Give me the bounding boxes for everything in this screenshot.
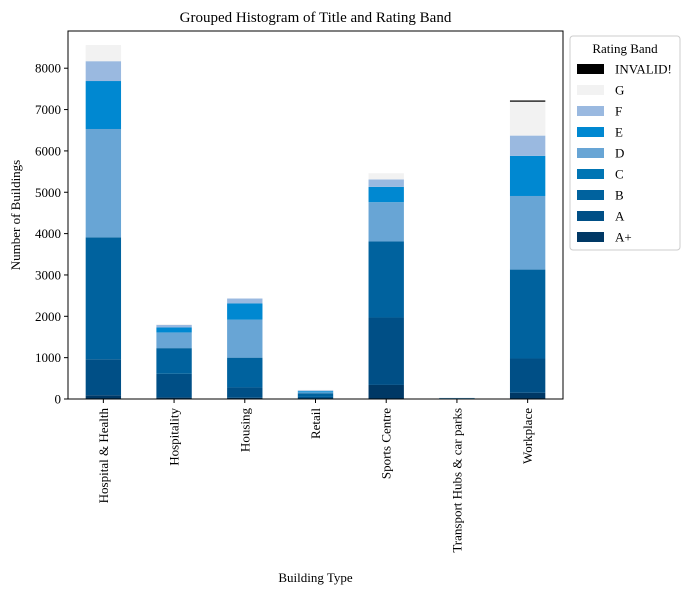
bar-segment: [156, 324, 192, 328]
bar-segment: [368, 241, 404, 318]
bar-segment: [368, 202, 404, 242]
x-axis: Hospital & Health Hospitality Housing Retai…: [96, 399, 535, 553]
y-tick-label: 8000: [35, 61, 61, 76]
bar-segment: [85, 129, 122, 238]
bar-segment: [227, 319, 263, 358]
bar-segment: [509, 358, 546, 393]
bar-segment: [297, 396, 334, 399]
legend-entry-label: A+: [615, 230, 632, 245]
bar-segment: [368, 384, 404, 399]
y-tick-label: 6000: [35, 143, 61, 158]
legend-swatch: [577, 127, 604, 137]
legend-entry-label: B: [615, 188, 624, 203]
bar-segment: [509, 392, 546, 399]
chart-title: Grouped Histogram of Title and Rating Ba…: [180, 10, 452, 26]
legend-entry-label: D: [615, 146, 624, 161]
x-tick-label: Hospitality: [167, 408, 182, 466]
bar-segment: [509, 135, 546, 156]
x-tick-label: Retail: [308, 408, 323, 439]
y-tick-label: 1000: [35, 350, 61, 365]
legend-entry-label: INVALID!: [615, 62, 672, 77]
bar-segment: [227, 387, 263, 398]
legend-swatch: [577, 190, 604, 200]
bar-segment: [227, 298, 263, 304]
y-tick-label: 4000: [35, 226, 61, 241]
bar-segment: [85, 61, 122, 82]
y-tick-label: 2000: [35, 309, 61, 324]
bar-segment: [297, 393, 334, 397]
bar-segment: [156, 397, 192, 399]
legend-swatch: [577, 148, 604, 158]
y-tick-label: 0: [55, 392, 62, 407]
bar-segment: [227, 397, 263, 399]
y-tick-label: 5000: [35, 185, 61, 200]
x-tick-label: Transport Hubs & car parks: [449, 408, 464, 553]
bar-segment: [297, 391, 334, 393]
y-axis: 0 1000 2000 3000 4000 5000 6000 7000 8000: [35, 61, 68, 407]
legend-swatch: [577, 211, 604, 221]
legend-entry-label: F: [615, 104, 622, 119]
legend-entry-label: C: [615, 167, 624, 182]
bar-segment: [156, 332, 192, 349]
x-tick-label: Housing: [237, 408, 252, 453]
legend-swatch: [577, 85, 604, 95]
legend-title: Rating Band: [592, 41, 658, 56]
legend-entry-label: E: [615, 125, 623, 140]
bar-segment: [509, 155, 546, 196]
x-tick-label: Sports Centre: [379, 408, 394, 479]
x-tick-label: Hospital & Health: [96, 408, 111, 504]
legend-swatch: [577, 106, 604, 116]
x-axis-label: Building Type: [278, 570, 353, 585]
bar-segment: [368, 179, 404, 187]
bar-segment: [85, 359, 122, 396]
bar-segment: [85, 45, 122, 62]
bar-segment: [227, 303, 263, 320]
bar-segment: [227, 357, 263, 388]
bar-segment: [297, 392, 334, 394]
bar-segment: [509, 101, 546, 136]
bar-segment: [368, 317, 404, 385]
bar-segment: [368, 186, 404, 203]
legend-entry-label: G: [615, 83, 624, 98]
bar-segment: [509, 269, 546, 359]
y-tick-label: 7000: [35, 102, 61, 117]
bar-segment: [156, 327, 192, 333]
bar-segment: [509, 100, 546, 102]
bar-segment: [156, 373, 192, 398]
bar-segment: [85, 81, 122, 129]
bars-layer: [85, 45, 546, 399]
plot-area-frame: [67, 30, 564, 400]
y-tick-label: 3000: [35, 267, 61, 282]
x-tick-label: Workplace: [520, 408, 535, 464]
legend-swatch: [577, 232, 604, 242]
bar-segment: [509, 195, 546, 270]
bar-segment: [297, 390, 334, 392]
legend-swatch: [577, 169, 604, 179]
legend-entry-label: A: [615, 209, 625, 224]
y-axis-label: Number of Buildings: [8, 160, 23, 271]
bar-segment: [85, 237, 122, 360]
bar-segment: [368, 173, 404, 180]
bar-segment: [85, 395, 122, 399]
bar-segment: [156, 348, 192, 374]
legend-swatch: [577, 64, 604, 74]
bar-segment: [156, 324, 192, 325]
